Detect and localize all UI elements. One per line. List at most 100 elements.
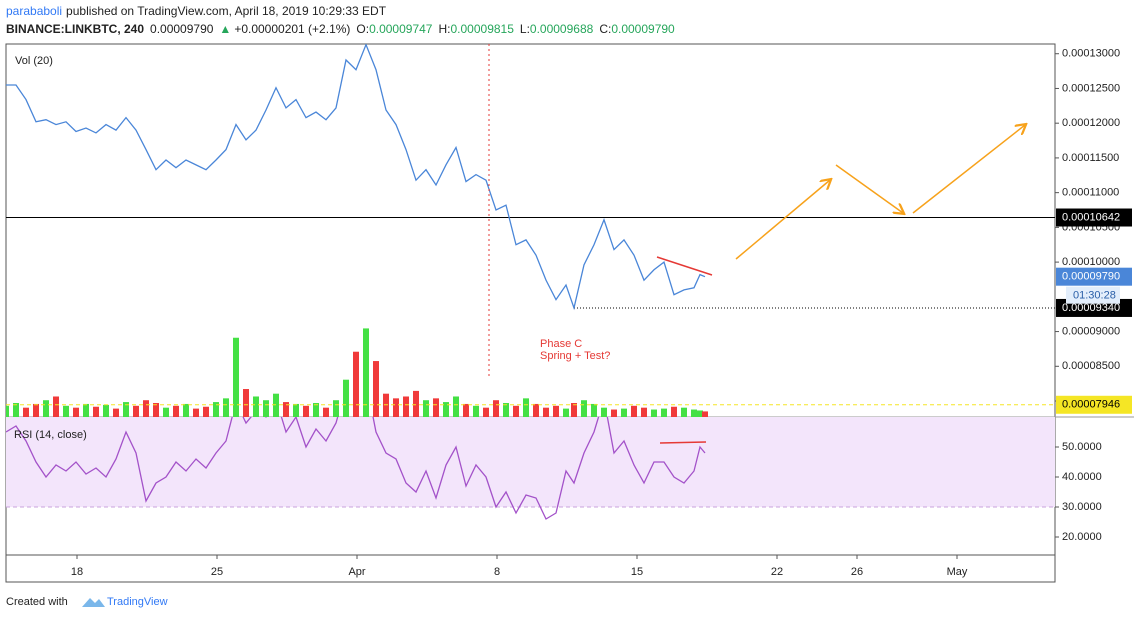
price-label: 0.00009340 <box>1062 302 1120 314</box>
y-tick-label: 40.0000 <box>1062 471 1102 483</box>
volume-bar <box>163 407 169 417</box>
volume-bar <box>621 408 627 417</box>
rsi-trend-line <box>659 441 707 444</box>
volume-bar <box>233 337 239 417</box>
last-price-box <box>1056 267 1132 286</box>
price-line-series <box>6 44 706 311</box>
ohlc-value: 0.00009815 <box>450 22 514 36</box>
volume-bar <box>73 407 79 417</box>
y-tick-label: 0.00013000 <box>1062 48 1120 60</box>
volume-bar <box>463 403 469 417</box>
volume-bar <box>533 403 539 417</box>
volume-bar <box>273 393 279 417</box>
volume-bar <box>611 409 617 417</box>
projection-arrow <box>912 125 1025 214</box>
ohlc-value: 0.00009790 <box>611 22 675 36</box>
volume-bar <box>493 400 499 417</box>
volume-bar <box>523 398 529 417</box>
projection-arrow <box>735 180 830 260</box>
volume-bar <box>333 400 339 417</box>
ohlc-label: C: <box>599 22 611 36</box>
x-tick-label: 25 <box>211 566 223 578</box>
countdown-box <box>1066 286 1120 304</box>
volume-bar <box>423 400 429 417</box>
y-tick-label: 50.0000 <box>1062 441 1102 453</box>
volume-bar <box>513 405 519 417</box>
y-tick-label: 0.00011000 <box>1062 187 1119 199</box>
ohlc-label: L: <box>520 22 530 36</box>
author: parababoli <box>6 4 62 18</box>
y-tick-label: 0.00011500 <box>1062 152 1119 164</box>
price-label: 0.00010642 <box>1062 211 1120 223</box>
ohlc-label: H: <box>438 22 450 36</box>
symbol-line: BINANCE:LINKBTC, 240 0.00009790 ▲ +0.000002… <box>6 22 675 36</box>
x-tick-label: 15 <box>631 566 643 578</box>
rsi-line <box>6 417 706 520</box>
volume-bar <box>433 398 439 417</box>
volume-bar <box>697 410 703 417</box>
last-price-label: 0.00009790 <box>1062 271 1120 283</box>
volume-bar <box>503 403 509 417</box>
volume-bar <box>213 402 219 417</box>
last: 0.00009790 <box>150 22 214 36</box>
volume-bar <box>93 406 99 417</box>
volume-bar <box>153 403 159 417</box>
volume-bar <box>563 408 569 417</box>
volume-bar <box>193 408 199 417</box>
price-label: 0.00007946 <box>1062 399 1120 411</box>
volume-bar <box>53 396 59 417</box>
volume-bar <box>393 398 399 417</box>
y-tick-label: 0.00012000 <box>1062 117 1120 129</box>
volume-bar <box>413 390 419 417</box>
ohlc-label: O: <box>356 22 369 36</box>
price-label-box <box>1056 395 1132 414</box>
volume-bar <box>651 409 657 417</box>
volume-bar <box>133 405 139 417</box>
volume-bar <box>343 379 349 417</box>
volume-bar <box>363 328 369 417</box>
countdown: 01:30:28 <box>1073 290 1116 302</box>
y-tick-label: 0.00010000 <box>1062 256 1120 268</box>
volume-bar <box>681 407 687 417</box>
volume-bar <box>83 403 89 417</box>
volume-bar <box>661 408 667 417</box>
frame <box>5 43 1056 583</box>
volume-bar <box>113 408 119 417</box>
volume-bar <box>173 405 179 417</box>
volume-bar <box>641 407 647 417</box>
volume-bar <box>243 389 249 417</box>
annotation: Spring + Test? <box>540 350 610 362</box>
volume-bar <box>702 411 708 417</box>
volume-bar <box>203 406 209 417</box>
volume-bar <box>353 351 359 417</box>
volume-bar <box>591 403 597 417</box>
projection-arrow <box>835 164 903 213</box>
volume-bar <box>263 400 269 417</box>
volume-bar <box>183 403 189 417</box>
y-tick-label: 20.0000 <box>1062 531 1102 543</box>
volume-bar <box>303 405 309 417</box>
volume-bar <box>143 400 149 417</box>
x-tick-label: 22 <box>771 566 783 578</box>
y-tick-label: 0.00012500 <box>1062 82 1120 94</box>
volume-bar <box>601 407 607 417</box>
ohlc-value: 0.00009688 <box>530 22 594 36</box>
volume-bar <box>453 396 459 417</box>
y-tick-label: 0.00008500 <box>1062 360 1120 372</box>
brand: TradingView <box>107 596 168 608</box>
volume-bar <box>671 406 677 417</box>
volume-bar <box>43 400 49 417</box>
change: +0.00000201 (+2.1%) <box>234 22 350 36</box>
volume-bar <box>383 393 389 417</box>
y-tick-label: 30.0000 <box>1062 501 1102 513</box>
x-tick-label: Apr <box>348 566 365 578</box>
annotation: Phase C <box>540 338 582 350</box>
volume-bar <box>23 407 29 417</box>
x-tick-label: 8 <box>494 566 500 578</box>
volume-bar <box>283 402 289 417</box>
volume-bar <box>581 400 587 417</box>
volume-bar <box>483 407 489 417</box>
publish-note: published on TradingView.com, April 18, … <box>66 4 387 18</box>
volume-bar <box>403 396 409 417</box>
